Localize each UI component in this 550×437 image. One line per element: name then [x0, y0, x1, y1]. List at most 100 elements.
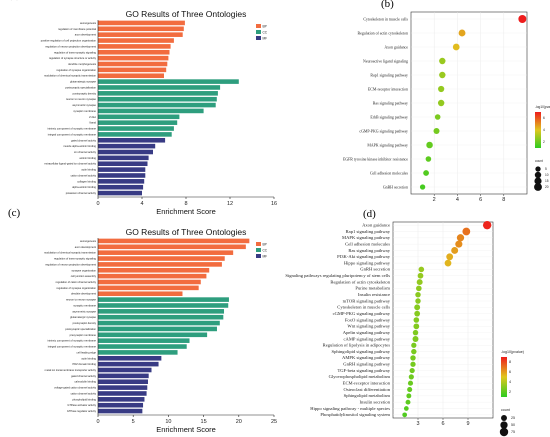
category-label: Cell adhesion molecules [370, 171, 409, 175]
bar [98, 373, 149, 379]
category-label: cation channel activity [71, 391, 97, 395]
bar [98, 402, 144, 408]
bar [98, 279, 201, 285]
dot [418, 266, 425, 273]
bar [98, 267, 210, 273]
dot [408, 374, 414, 380]
color-legend-tick: 6 [509, 370, 511, 374]
category-label: alpha-actinin binding [72, 185, 96, 189]
chart-title: GO Results of Three Ontologies [126, 9, 247, 19]
category-label: GnRH secretion [360, 267, 390, 272]
bar [98, 155, 149, 161]
legend-swatch [256, 24, 261, 28]
bar [98, 126, 174, 131]
x-axis-label: Enrichment Score [156, 425, 216, 434]
category-label: dendrite morphogenesis [68, 62, 97, 66]
category-label: regulation of neuron projection developm… [45, 44, 96, 48]
bar [98, 32, 183, 37]
size-legend-dot [535, 166, 541, 172]
dot [416, 279, 423, 286]
bar [98, 303, 229, 308]
dot [412, 335, 419, 342]
category-label: voltage-gated cation channel activity [54, 386, 97, 390]
dot [413, 323, 420, 330]
dot [438, 85, 445, 93]
dot [407, 380, 414, 386]
bar [98, 132, 172, 137]
bar [98, 161, 148, 167]
bar [98, 344, 187, 349]
category-label: dendrite development [71, 292, 96, 296]
category-label: TGF-beta signaling pathway [337, 368, 390, 373]
category-label: positive regulation of cell projection o… [41, 39, 97, 43]
category-label: Ras signaling pathway [373, 101, 408, 105]
dot [410, 355, 416, 361]
category-label: phospholipid binding [72, 397, 96, 401]
category-label: cation channel activity [71, 173, 97, 177]
bar [98, 102, 216, 108]
category-label: intrinsic component of synaptic membrane [47, 127, 96, 131]
x-tick-label: 3 [416, 421, 419, 427]
x-tick-label: 12 [227, 201, 233, 207]
bar [98, 391, 147, 396]
dot [410, 361, 416, 367]
size-legend-label: 5 [545, 167, 547, 171]
dot [415, 298, 421, 304]
category-label: Phosphatidylinositol signaling system [320, 412, 390, 417]
category-label: Hippo signaling pathway - multiple speci… [310, 406, 390, 411]
bar [98, 361, 159, 367]
dot [482, 220, 492, 230]
category-label: Ras signaling pathway [348, 248, 390, 253]
size-legend-label: 50 [511, 423, 515, 427]
x-tick-label: 0 [96, 201, 99, 207]
category-label: neuron to neuron synapse [66, 97, 97, 101]
category-label: synaptic membrane [73, 303, 96, 307]
bar [98, 44, 171, 49]
category-label: GnRH secretion [383, 185, 408, 189]
x-tick-label: 16 [271, 201, 277, 207]
color-legend-tick: 2 [509, 390, 511, 394]
category-label: Regulation of lipolysis in adipocytes [323, 343, 391, 348]
bar [98, 309, 225, 314]
panel-b-kegg-dot-plot: (b) Cytoskeleton in muscle cells Regulatio… [343, 0, 550, 203]
category-label: Z disc [89, 115, 97, 119]
bar [98, 262, 222, 267]
chart-title: GO Results of Three Ontologies [126, 227, 247, 237]
dot [452, 43, 460, 51]
color-legend-tick: 6 [543, 116, 545, 120]
category-label: Sphingolipid signaling pathway [332, 349, 391, 354]
bar [98, 291, 183, 297]
dot [444, 259, 452, 267]
bar [98, 355, 162, 361]
category-label: cell junction assembly [71, 274, 97, 278]
dot [406, 393, 412, 399]
size-legend-label: 10 [545, 173, 549, 177]
bar [98, 26, 184, 32]
category-label: GTPase regulator activity [67, 409, 97, 413]
dot [434, 114, 441, 120]
bar [98, 320, 220, 326]
category-label: FoxO signaling pathway [345, 317, 391, 322]
x-tick-label: 10 [165, 419, 171, 425]
category-label: EGFR tyrosine kinase inhibitor resistanc… [343, 157, 408, 161]
bar [98, 314, 224, 320]
category-label: GnRH signaling pathway [343, 362, 390, 367]
legend-label: MF [263, 36, 268, 40]
category-label: cGMP-PKG signaling pathway [333, 311, 391, 316]
category-label: regulation of synapse organization [56, 68, 96, 72]
dot [425, 156, 432, 162]
size-legend-label: 15 [545, 179, 549, 183]
category-label: presynaptic membrane [70, 333, 97, 337]
category-label: gated channel activity [71, 374, 97, 378]
category-label: regulation of cation channel activity [56, 280, 97, 284]
category-label: postsynaptic specialization [65, 85, 96, 89]
legend-swatch [256, 254, 261, 258]
category-label: modulation of chemical synaptic transmis… [44, 74, 97, 78]
bar [98, 61, 168, 67]
dot [416, 285, 422, 292]
panel-a-go-bar-chart: (a) GO Results of Three Ontologies axonoge… [8, 0, 277, 216]
bar [98, 49, 170, 55]
dot [402, 412, 408, 418]
category-label: Insulin resistance [358, 292, 390, 297]
